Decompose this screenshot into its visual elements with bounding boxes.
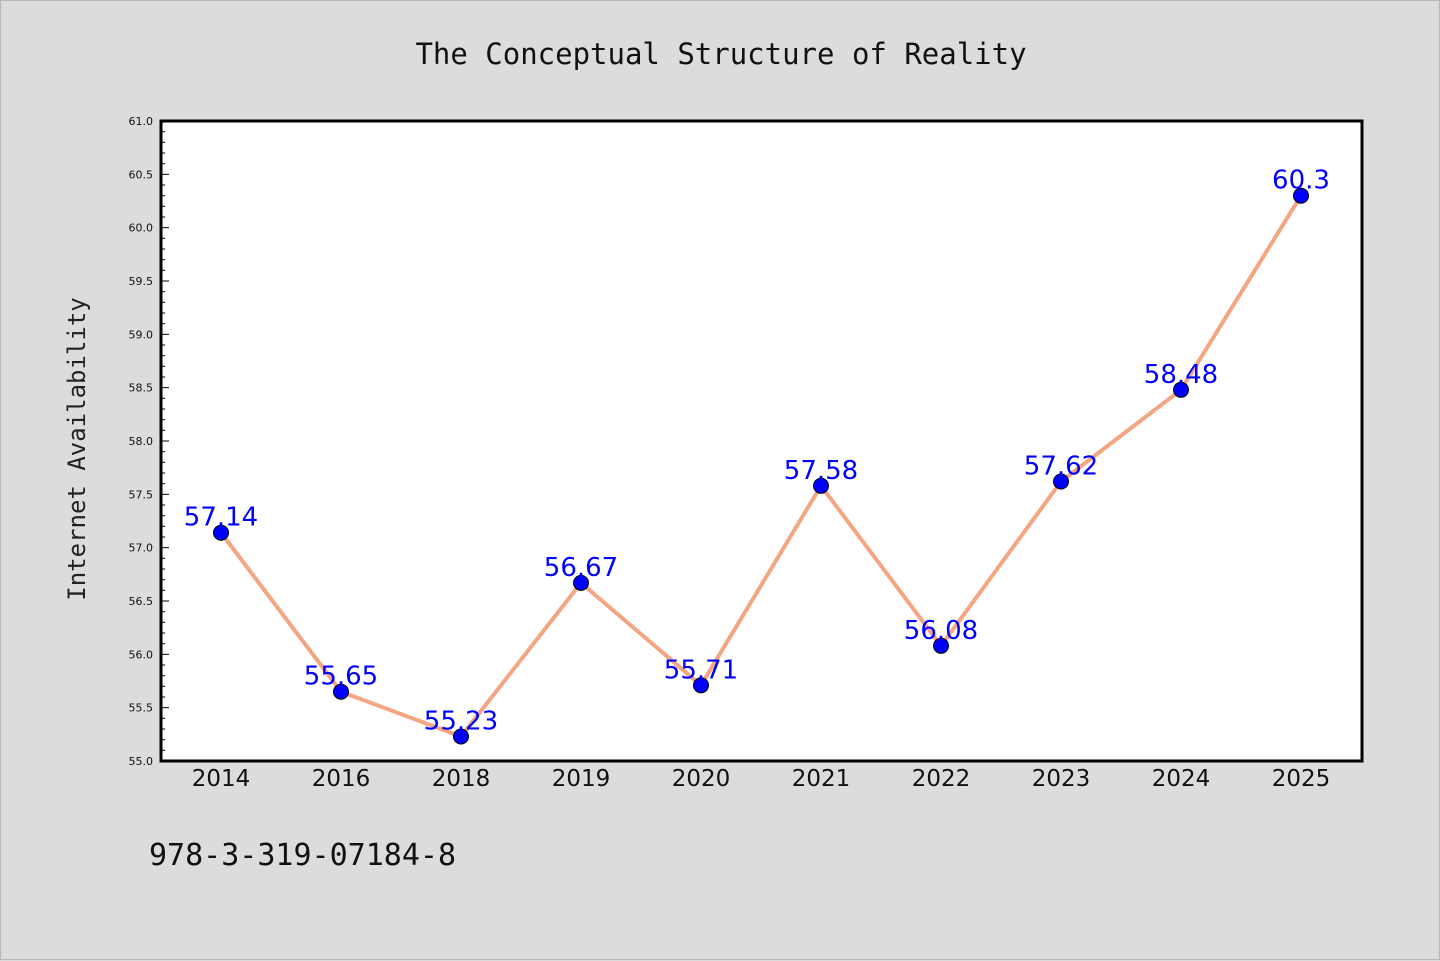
data-point bbox=[933, 637, 949, 654]
y-tick-label: 58.5 bbox=[129, 382, 154, 395]
data-point bbox=[573, 574, 589, 591]
data-labels: 57.14 55.65 55.23 56.67 55.71 57.58 56.08 57.62… bbox=[184, 166, 1330, 737]
data-point bbox=[1173, 381, 1189, 398]
x-tick-label: 2024 bbox=[1152, 766, 1211, 792]
data-label: 56.67 bbox=[544, 553, 618, 583]
x-tick-label: 2018 bbox=[432, 766, 491, 792]
plot-border bbox=[159, 119, 1364, 763]
data-point bbox=[333, 683, 349, 700]
data-point bbox=[1053, 473, 1069, 490]
y-tick-label: 59.0 bbox=[129, 328, 154, 341]
data-label: 55.23 bbox=[424, 707, 498, 737]
y-tick-label: 59.5 bbox=[129, 275, 154, 288]
x-tick-label: 2021 bbox=[792, 766, 851, 792]
y-tick-label: 58.0 bbox=[129, 435, 154, 448]
data-label: 57.14 bbox=[184, 503, 258, 533]
data-label: 60.3 bbox=[1272, 166, 1330, 196]
y-tick-label: 61.0 bbox=[129, 115, 154, 128]
x-tick-label: 2025 bbox=[1272, 766, 1331, 792]
y-tick-label: 57.5 bbox=[129, 488, 154, 501]
data-point bbox=[213, 524, 229, 541]
x-tick-label: 2016 bbox=[312, 766, 371, 792]
data-point bbox=[453, 728, 469, 745]
x-tick-label: 2022 bbox=[912, 766, 971, 792]
data-markers bbox=[213, 187, 1309, 745]
data-point bbox=[813, 477, 829, 494]
y-tick-label: 60.0 bbox=[129, 222, 154, 235]
data-label: 55.71 bbox=[664, 655, 738, 685]
data-label: 56.08 bbox=[904, 616, 978, 646]
y-axis-label: Internet Availability bbox=[63, 297, 91, 600]
x-tick-label: 2020 bbox=[672, 766, 731, 792]
data-point bbox=[693, 677, 709, 694]
data-label: 55.65 bbox=[304, 662, 378, 692]
y-tick-label: 60.5 bbox=[129, 168, 154, 181]
x-tick-label: 2014 bbox=[192, 766, 251, 792]
y-tick-label: 55.0 bbox=[129, 755, 154, 768]
x-tick-label: 2019 bbox=[552, 766, 611, 792]
footer-isbn: 978-3-319-07184-8 bbox=[149, 838, 456, 873]
x-axis-tick-labels: 2014 2016 2018 2019 2020 2021 2022 2023 2024 2025 bbox=[192, 766, 1331, 792]
y-tick-label: 56.5 bbox=[129, 595, 154, 608]
chart-title: The Conceptual Structure of Reality bbox=[415, 37, 1026, 71]
series-line bbox=[219, 194, 1303, 739]
data-label: 58.48 bbox=[1144, 360, 1218, 390]
y-tick-label: 55.5 bbox=[129, 702, 154, 715]
x-tick-label: 2023 bbox=[1032, 766, 1091, 792]
plot-area bbox=[161, 121, 1362, 761]
y-tick-label: 57.0 bbox=[129, 542, 154, 555]
y-axis-tick-labels: 55.0 55.5 56.0 56.5 57.0 57.5 58.0 58.5 59.0 59.5… bbox=[129, 115, 154, 768]
y-tick-label: 56.0 bbox=[129, 648, 154, 661]
data-point bbox=[1293, 187, 1309, 204]
data-label: 57.62 bbox=[1024, 452, 1098, 482]
data-label: 57.58 bbox=[784, 456, 858, 486]
